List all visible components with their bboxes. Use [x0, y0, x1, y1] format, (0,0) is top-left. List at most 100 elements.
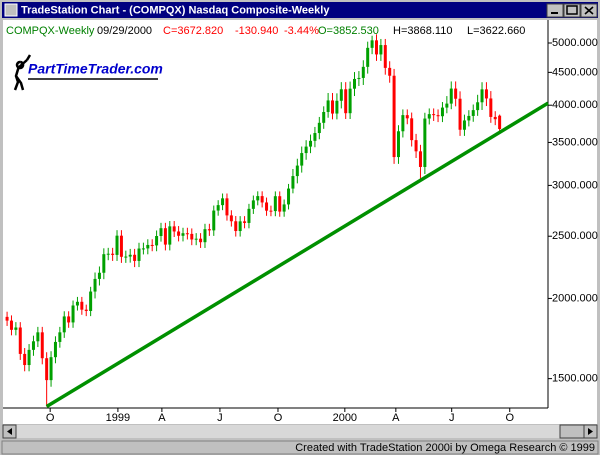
chart-background: [3, 20, 597, 424]
scroll-thumb[interactable]: [559, 424, 585, 439]
candle-body: [256, 196, 260, 201]
candle-body: [498, 115, 502, 129]
candle-body: [221, 198, 225, 206]
candle-body: [71, 305, 75, 323]
candle-body: [370, 40, 374, 48]
candle-body: [291, 176, 295, 189]
candle-body: [93, 278, 97, 292]
scroll-track[interactable]: [3, 425, 597, 438]
candle-body: [436, 115, 440, 117]
x-tick-label: O: [505, 412, 514, 424]
x-tick-label: J: [217, 412, 223, 424]
maximize-glyph: [566, 5, 578, 15]
minimize-button[interactable]: [546, 3, 564, 18]
candle-body: [247, 208, 251, 223]
candle-body: [414, 140, 418, 152]
candle-body: [225, 198, 229, 216]
candle-body: [493, 116, 497, 120]
y-tick-label: 2500.000: [552, 230, 598, 242]
candle-body: [383, 45, 387, 68]
candle-body: [243, 221, 247, 223]
candle-body: [392, 75, 396, 158]
x-tick-label: O: [46, 412, 55, 424]
candle-body: [111, 253, 115, 255]
candle-body: [67, 316, 71, 323]
candle-body: [14, 327, 18, 330]
candle-body: [155, 236, 159, 246]
candle-body: [18, 327, 22, 354]
x-tick-label: O: [274, 412, 283, 424]
candle-body: [344, 89, 348, 114]
candle-body: [309, 140, 313, 147]
candle-body: [366, 47, 370, 67]
scroll-right-arrow: [588, 428, 593, 435]
candle-body: [80, 301, 84, 310]
candle-body: [75, 301, 79, 306]
candle-body: [168, 226, 172, 245]
status-bar: [1, 440, 599, 455]
candle-body: [146, 244, 150, 249]
candle-body: [401, 115, 405, 132]
candle-body: [45, 358, 49, 381]
candle-body: [238, 221, 242, 232]
candle-body: [278, 196, 282, 212]
trendline: [45, 101, 549, 409]
header-field: -130.940: [235, 25, 278, 37]
candle-body: [58, 332, 62, 342]
candle-body: [449, 88, 453, 104]
candle-body: [273, 196, 277, 212]
candle-body: [27, 349, 31, 366]
window-buttons: [546, 3, 598, 18]
header-field: 09/29/2000: [97, 25, 152, 37]
candle-body: [313, 133, 317, 141]
candle-body: [471, 110, 475, 116]
y-tick-label: 4500.000: [552, 66, 598, 78]
candle-body: [484, 89, 488, 99]
candle-body: [317, 122, 321, 134]
candle-body: [427, 114, 431, 119]
candle-body: [102, 254, 106, 273]
candle-body: [23, 353, 27, 366]
candle-body: [423, 118, 427, 167]
y-tick-label: 5000.000: [552, 37, 598, 49]
candle-body: [128, 254, 132, 257]
scrollbar: [2, 424, 598, 439]
candle-body: [331, 100, 335, 114]
x-tick-label: A: [392, 412, 400, 424]
logo-text: PartTimeTrader.com: [28, 61, 163, 77]
candle-body: [410, 118, 414, 141]
candle-body: [300, 153, 304, 166]
candle-body: [159, 228, 163, 237]
candle-body: [357, 77, 361, 79]
candle-body: [287, 188, 291, 205]
candle-body: [163, 228, 167, 245]
candle-body: [97, 272, 101, 279]
candle-body: [106, 253, 110, 255]
close-glyph: [584, 6, 594, 15]
candle-body: [458, 98, 462, 130]
candle-body: [212, 210, 216, 231]
candles: [5, 34, 502, 407]
candle-body: [9, 320, 13, 330]
candle-body: [405, 115, 409, 119]
candle-body: [207, 229, 211, 231]
candle-body: [388, 67, 392, 76]
candle-body: [199, 238, 203, 243]
candle-body: [172, 226, 176, 232]
candle-body: [269, 210, 273, 212]
header-field: O=3852.530: [318, 25, 379, 37]
app-icon: [4, 3, 18, 17]
candle-body: [133, 254, 137, 261]
scroll-left-arrow: [7, 428, 12, 435]
candle-body: [418, 151, 422, 167]
candle-body: [335, 100, 339, 114]
logo: PartTimeTrader.com: [13, 54, 163, 91]
candle-body: [141, 248, 145, 250]
x-tick-label: A: [158, 412, 166, 424]
candle-body: [432, 114, 436, 116]
header-field: H=3868.110: [393, 25, 452, 37]
candle-body: [396, 131, 400, 158]
candle-body: [480, 89, 484, 103]
